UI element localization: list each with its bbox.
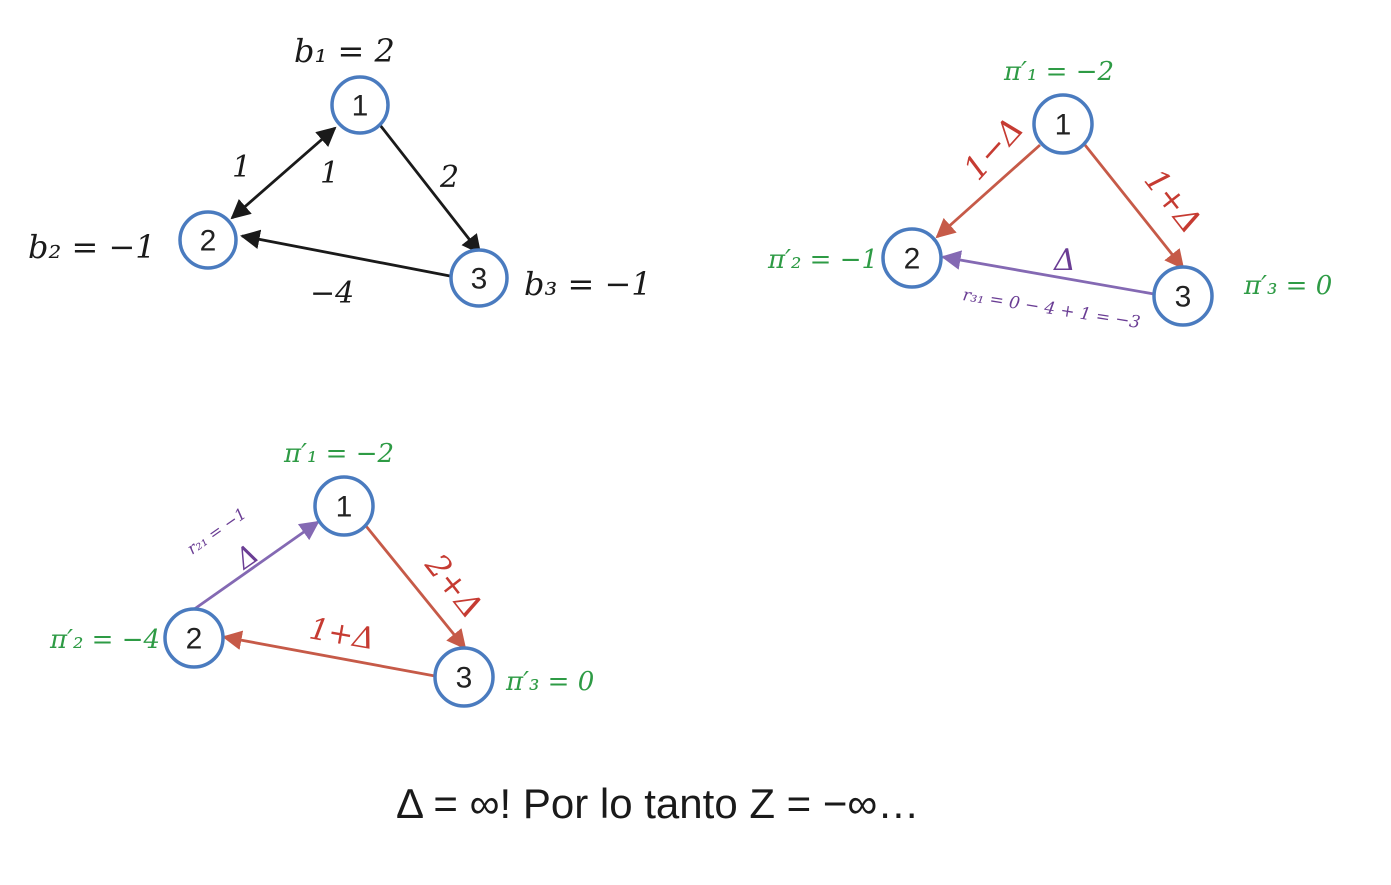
potential-2: π′₂ = −1 <box>767 245 878 275</box>
node-1-label: 1 <box>1055 109 1072 142</box>
node-3-label: 3 <box>456 662 473 695</box>
node-2 <box>163 607 225 669</box>
edge-label-3-2: 1+Δ <box>307 611 378 657</box>
edge-1-2-bidirectional <box>230 126 337 220</box>
potential-3: π′₃ = 0 <box>1243 271 1332 301</box>
node-1 <box>330 75 390 135</box>
node-3 <box>433 646 495 708</box>
node-2-label: 2 <box>904 243 921 276</box>
diagram-1: 1 2 3 b₁ = 2 b₂ = −1 b₃ = −1 1 1 2 −4 <box>28 32 652 311</box>
node-1 <box>1032 93 1094 155</box>
edge-label-3-2: Δ <box>1053 243 1076 278</box>
potential-2: π′₂ = −4 <box>49 625 160 655</box>
node-2-label: 2 <box>186 623 203 656</box>
reduced-cost-r31: r₃₁ = 0 − 4 + 1 = −3 <box>961 285 1141 333</box>
potential-1: π′₁ = −2 <box>283 439 394 469</box>
node-1-label: 1 <box>352 90 369 123</box>
node-1-label: 1 <box>336 491 353 524</box>
node-3-label: 3 <box>1175 281 1192 314</box>
edge-1-3 <box>364 525 467 650</box>
edge-2-1 <box>192 520 320 612</box>
node-1 <box>313 475 375 537</box>
node-3 <box>449 248 509 308</box>
supply-b3: b₃ = −1 <box>524 265 652 303</box>
node-2-label: 2 <box>200 225 217 258</box>
potential-3: π′₃ = 0 <box>505 667 594 697</box>
edge-label-1-2: 1−Δ <box>956 110 1031 188</box>
edge-label-3-2: −4 <box>310 276 354 311</box>
edge-label-1-2: 1 <box>320 156 339 191</box>
conclusion-text: Δ = ∞! Por lo tanto Z = −∞… <box>396 780 919 827</box>
supply-b1: b₁ = 2 <box>294 32 395 70</box>
diagram-3: 1 2 3 π′₁ = −2 π′₂ = −4 π′₃ = 0 Δ r₂₁ = … <box>49 439 594 708</box>
node-3 <box>1152 265 1214 327</box>
edge-3-2 <box>222 630 436 678</box>
edge-label-1-3: 2+Δ <box>417 546 491 626</box>
node-2 <box>178 210 238 270</box>
edge-label-2-1: Δ <box>228 537 264 576</box>
node-3-label: 3 <box>471 263 488 296</box>
edge-1-3 <box>378 124 482 255</box>
edge-label-1-3: 1+Δ <box>1137 162 1210 241</box>
edge-3-2 <box>240 229 451 278</box>
edge-label-2-1: 1 <box>232 150 251 185</box>
node-2 <box>881 227 943 289</box>
edge-3-2 <box>941 250 1155 296</box>
supply-b2: b₂ = −1 <box>28 228 156 266</box>
edge-label-1-3: 2 <box>439 160 459 195</box>
potential-1: π′₁ = −2 <box>1003 57 1114 87</box>
edge-1-2 <box>935 143 1041 239</box>
edge-1-3 <box>1083 144 1185 270</box>
diagram-2: 1 2 3 π′₁ = −2 π′₂ = −1 π′₃ = 0 1−Δ 1+Δ … <box>767 57 1332 333</box>
